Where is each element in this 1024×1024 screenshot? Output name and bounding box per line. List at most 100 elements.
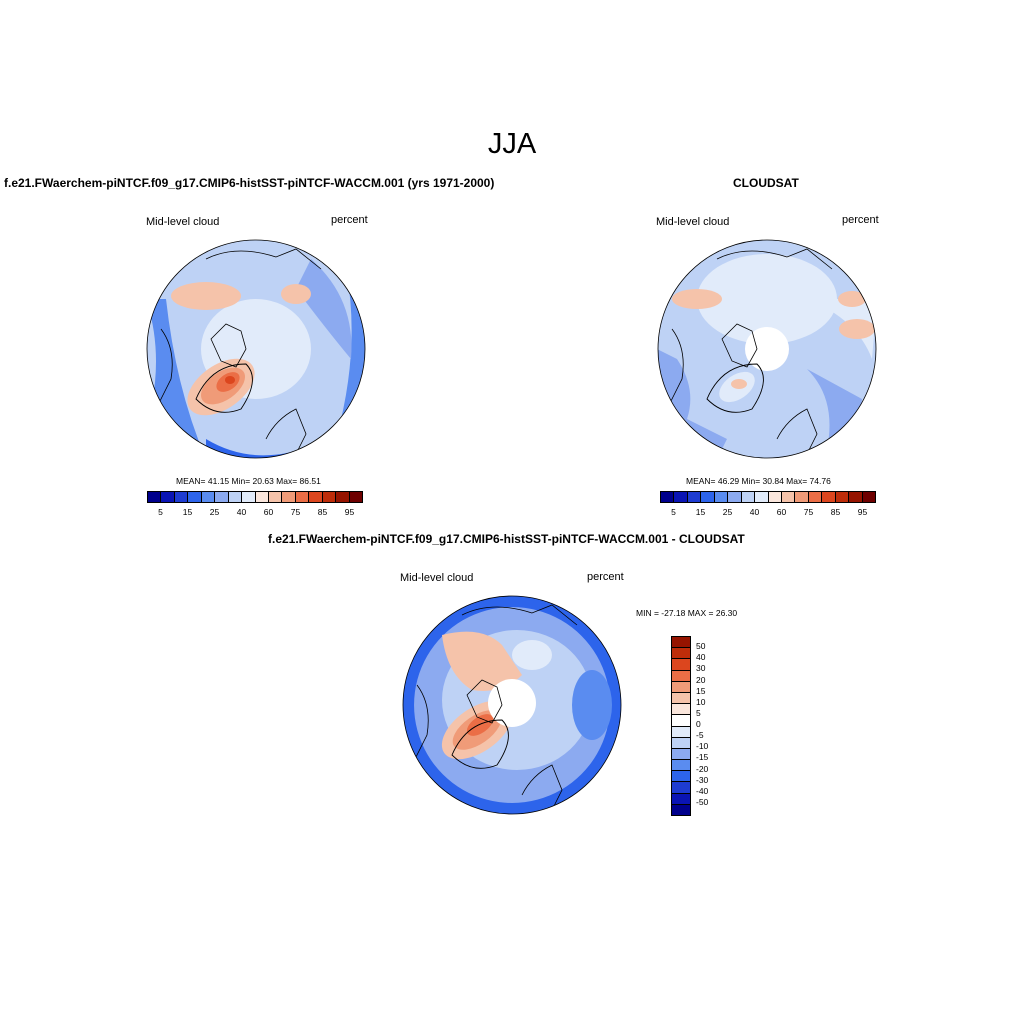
- coastline-scandinavia: [776, 408, 818, 455]
- colorbar-tick-label: 30: [696, 663, 706, 674]
- colorbar-swatch: [282, 492, 296, 502]
- panel-title-difference: f.e21.FWaerchem-piNTCF.f09_g17.CMIP6-his…: [268, 532, 745, 546]
- field-region-greenland-peach: [731, 379, 747, 389]
- stats-cloudsat: MEAN= 46.29 Min= 30.84 Max= 74.76: [686, 476, 831, 486]
- variable-label-model: Mid-level cloud: [146, 216, 220, 228]
- colorbar-swatch: [672, 692, 690, 705]
- colorbar-tick-label: 85: [317, 507, 328, 517]
- colorbar-swatch: [672, 670, 690, 682]
- field-region-east-pale: [807, 299, 876, 359]
- colorbar-swatch: [322, 492, 337, 502]
- colorbar-swatch: [228, 492, 243, 502]
- colorbar-swatch: [728, 492, 742, 502]
- map-boundary: [402, 595, 622, 815]
- coastline-greenland: [195, 363, 253, 413]
- colorbar-swatch: [674, 492, 688, 502]
- field-region-west-peach: [672, 289, 722, 309]
- field-region-north-pale: [512, 640, 552, 670]
- variable-label-difference: Mid-level cloud: [400, 572, 474, 584]
- coastline-scandinavia: [265, 408, 307, 455]
- colorbar-tick-label: 0: [696, 719, 701, 729]
- field-region-ne-midblue: [296, 259, 352, 359]
- colorbar-swatch: [349, 492, 362, 502]
- coastline-greenland: [451, 719, 509, 769]
- coastline-arctic-archipelago: [210, 323, 247, 368]
- units-label-difference: percent: [587, 571, 624, 583]
- page-title: JJA: [487, 128, 537, 160]
- coastline-siberia: [716, 248, 833, 270]
- units-label-model: percent: [331, 214, 368, 226]
- colorbar-labels: 5 15 25 40 60 75 85 95: [660, 507, 876, 517]
- polar-map-difference: [402, 595, 622, 815]
- colorbar-swatch: [336, 492, 350, 502]
- colorbar-labels: 5 15 25 40 60 75 85 95: [147, 507, 363, 517]
- no-data-pole-hole: [745, 327, 789, 371]
- map-boundary: [146, 239, 366, 459]
- colorbar-tick-label: 15: [696, 685, 706, 696]
- coastline-alaska: [411, 684, 429, 766]
- colorbar-tick-label: 5: [671, 507, 676, 517]
- colorbar-swatch: [822, 492, 836, 502]
- colorbar-tick-label: 95: [344, 507, 355, 517]
- colorbar-swatch: [672, 793, 690, 805]
- field-region-ne-peach: [281, 284, 311, 304]
- colorbar-tick-label: -10: [696, 741, 709, 752]
- colorbar-cloudsat: 5 15 25 40 60 75 85 95: [660, 491, 876, 517]
- field-region-ne-peach: [838, 291, 866, 307]
- colorbar-swatch: [148, 492, 162, 502]
- stats-model: MEAN= 41.15 Min= 20.63 Max= 86.51: [176, 476, 321, 486]
- colorbar-swatch: [672, 659, 690, 671]
- colorbar-swatch: [862, 492, 875, 502]
- colorbar-swatch: [672, 648, 690, 660]
- colorbar-swatch: [309, 492, 323, 502]
- field-region-greenland-darkred: [225, 376, 235, 384]
- field-region-north-pale: [697, 254, 837, 344]
- panel-title-cloudsat: CLOUDSAT: [733, 176, 799, 190]
- field-region-north-peach: [442, 631, 522, 691]
- colorbar-tick-label: 75: [290, 507, 301, 517]
- colorbar-tick-label: 25: [209, 507, 220, 517]
- colorbar-swatch: [672, 637, 690, 649]
- colorbar-swatch: [741, 492, 756, 502]
- colorbar-tick-label: -50: [696, 796, 709, 807]
- colorbar-swatch: [661, 492, 675, 502]
- colorbar-labels-vertical: 50 40 30 20 15 10 5 0 -5 -10 -15 -20 -30 -40 -50: [696, 636, 726, 814]
- colorbar-swatches: [147, 491, 363, 503]
- colorbar-tick-label: 15: [182, 507, 193, 517]
- colorbar-tick-label: 85: [830, 507, 841, 517]
- colorbar-tick-label: -15: [696, 752, 709, 763]
- colorbar-tick-label: 25: [722, 507, 733, 517]
- colorbar-swatch: [755, 492, 769, 502]
- colorbar-difference: [671, 636, 691, 816]
- colorbar-tick-label: -40: [696, 785, 709, 796]
- colorbar-swatch: [808, 492, 823, 502]
- colorbar-swatch: [849, 492, 863, 502]
- colorbar-tick-label: -20: [696, 763, 709, 774]
- colorbar-swatch: [795, 492, 809, 502]
- map-boundary: [657, 239, 877, 459]
- colorbar-tick-label: 60: [776, 507, 787, 517]
- coastline-arctic-archipelago: [466, 679, 503, 724]
- coastline-siberia: [205, 248, 322, 270]
- colorbar-tick-label: 15: [695, 507, 706, 517]
- variable-label-cloudsat: Mid-level cloud: [656, 216, 730, 228]
- colorbar-tick-label: 10: [696, 696, 706, 707]
- no-data-pole-hole: [488, 679, 536, 727]
- colorbar-tick-label: 20: [696, 674, 706, 685]
- colorbar-tick-label: 40: [696, 652, 706, 663]
- colorbar-swatch: [188, 492, 202, 502]
- units-label-cloudsat: percent: [842, 214, 879, 226]
- colorbar-tick-label: 95: [857, 507, 868, 517]
- colorbar-swatch: [835, 492, 850, 502]
- colorbar-swatch: [672, 681, 690, 693]
- colorbar-swatches-vertical: [671, 636, 691, 816]
- colorbar-swatch: [687, 492, 702, 502]
- colorbar-swatch: [714, 492, 729, 502]
- colorbar-swatch: [268, 492, 283, 502]
- colorbar-swatch: [768, 492, 782, 502]
- colorbar-swatch: [672, 726, 690, 738]
- colorbar-swatch: [672, 715, 690, 727]
- colorbar-swatch: [672, 771, 690, 783]
- polar-map-model: [146, 239, 366, 459]
- colorbar-tick-label: -30: [696, 774, 709, 785]
